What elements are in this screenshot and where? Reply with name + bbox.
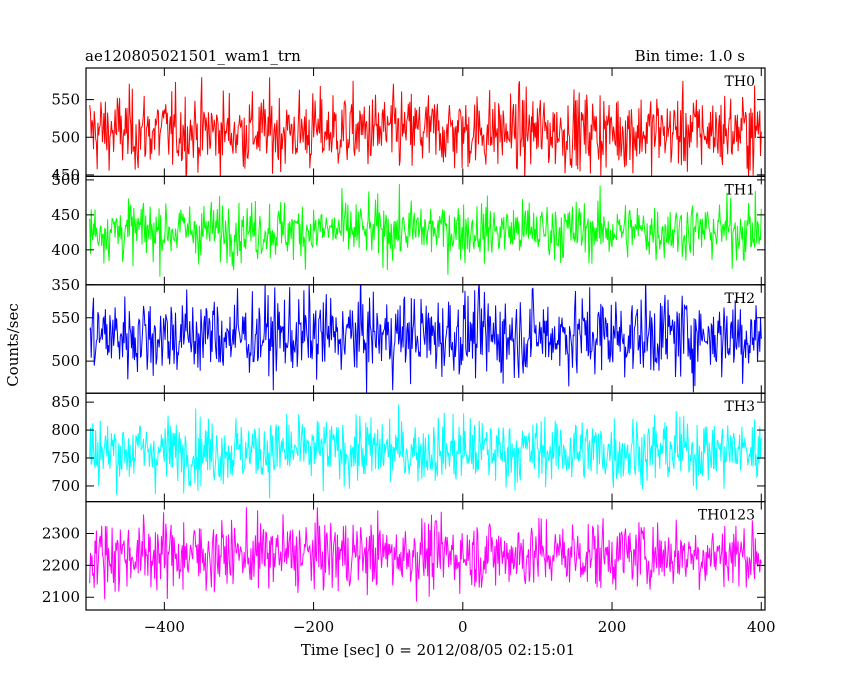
panel-th2: 500 550 TH2 xyxy=(51,284,766,394)
x-tick-label: 400 xyxy=(747,618,776,636)
panel-frame xyxy=(85,501,766,611)
y-tick-label: 2100 xyxy=(42,588,80,606)
x-tick-label: 200 xyxy=(598,618,627,636)
y-tick-label: 350 xyxy=(51,276,80,294)
series-th2-line xyxy=(89,284,762,393)
y-tick-label: 450 xyxy=(51,166,80,184)
panel-th0123: 2100 2200 2300 TH0123 xyxy=(42,501,766,611)
x-axis-title: Time [sec] 0 = 2012/08/05 02:15:01 xyxy=(301,641,575,659)
chart-title: ae120805021501_wam1_trn xyxy=(85,47,301,65)
x-tick-label: −400 xyxy=(144,618,185,636)
panel-th0: 450 500 550 TH0 xyxy=(51,67,766,184)
y-tick-label: 400 xyxy=(51,241,80,259)
y-tick-label: 2200 xyxy=(42,556,80,574)
y-tick-label: 700 xyxy=(51,477,80,495)
panel-frame xyxy=(85,67,766,178)
y-tick-label: 550 xyxy=(51,309,80,327)
panel-label-th0123: TH0123 xyxy=(698,508,755,524)
series-th0-line xyxy=(89,77,762,177)
y-tick-label: 800 xyxy=(51,421,80,439)
y-tick-label: 500 xyxy=(51,128,80,146)
series-th3-line xyxy=(89,404,762,499)
y-tick-label: 750 xyxy=(51,449,80,467)
y-tick-label: 450 xyxy=(51,206,80,224)
y-axis-title: Counts/sec xyxy=(4,303,22,387)
panel-th3: 700 750 800 850 TH3 xyxy=(51,392,766,503)
y-tick-label: 2300 xyxy=(42,524,80,542)
series-th0123-line xyxy=(89,507,762,602)
series-th1-line xyxy=(89,183,762,277)
bin-time-label: Bin time: 1.0 s xyxy=(635,47,745,65)
panel-label-th2: TH2 xyxy=(725,291,755,307)
y-tick-label: 850 xyxy=(51,393,80,411)
panel-label-th0: TH0 xyxy=(725,74,755,90)
y-tick-label: 550 xyxy=(51,91,80,109)
x-tick-label: −200 xyxy=(293,618,334,636)
x-tick-label: 0 xyxy=(458,618,468,636)
panel-label-th1: TH1 xyxy=(725,182,755,198)
chart-panels: 450500550TH0350400450500TH1500550TH27007… xyxy=(42,67,776,636)
panel-th1: 350 400 450 500 TH1 xyxy=(51,171,766,294)
y-tick-label: 500 xyxy=(51,352,80,370)
panel-label-th3: TH3 xyxy=(725,399,755,415)
y-tick-label: 500 xyxy=(51,171,80,189)
